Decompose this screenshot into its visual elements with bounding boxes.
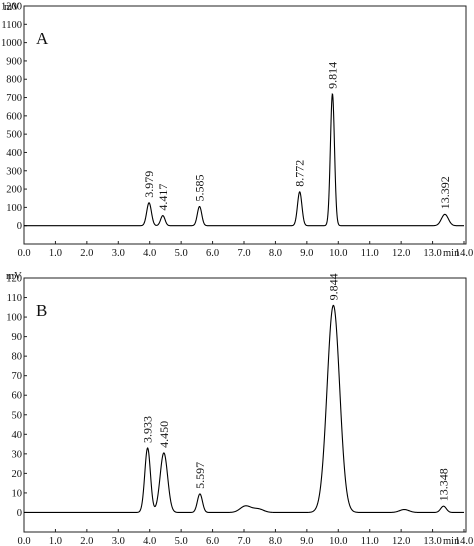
x-tick-label: 9.0 bbox=[300, 248, 313, 259]
peak-retention-time-label: 3.933 bbox=[141, 416, 155, 443]
y-tick-label: 30 bbox=[12, 449, 23, 460]
y-tick-label: 900 bbox=[6, 56, 22, 67]
peak-retention-time-label: 4.417 bbox=[156, 184, 170, 211]
x-tick-label: 9.0 bbox=[300, 536, 313, 546]
peak-retention-time-label: 4.450 bbox=[157, 421, 171, 448]
x-tick-label: 14.0 bbox=[455, 248, 473, 259]
x-tick-label: 8.0 bbox=[269, 248, 282, 259]
y-tick-label: 20 bbox=[12, 469, 23, 480]
peak-retention-time-label: 3.979 bbox=[142, 171, 156, 198]
y-tick-label: 70 bbox=[12, 371, 23, 382]
y-tick-label: 700 bbox=[6, 93, 22, 104]
plot-frame bbox=[23, 5, 467, 245]
y-unit-label: mV bbox=[4, 2, 20, 13]
chromatogram-panel-a: 0 100 200 300 400 500 600 700 800 900 1000 1100 1200… bbox=[1, 2, 473, 260]
y-tick-label: 90 bbox=[12, 332, 23, 343]
x-tick-label: 2.0 bbox=[80, 536, 93, 546]
plot-frame bbox=[23, 277, 467, 533]
y-tick-label: 1100 bbox=[1, 20, 22, 31]
x-tick-label: 7.0 bbox=[237, 536, 250, 546]
peak-retention-time-label: 5.585 bbox=[193, 175, 207, 202]
x-tick-label: 13.0 bbox=[423, 248, 441, 259]
peak-retention-time-label: 9.814 bbox=[325, 62, 339, 89]
x-tick-label: 0.0 bbox=[17, 536, 30, 546]
y-tick-label: 40 bbox=[12, 430, 23, 441]
y-tick-label: 100 bbox=[6, 313, 22, 324]
x-unit-label: min bbox=[443, 248, 460, 259]
panel-label: A bbox=[36, 29, 49, 48]
x-tick-label: 2.0 bbox=[80, 248, 93, 259]
x-tick-label: 14.0 bbox=[455, 536, 473, 546]
y-tick-label: 60 bbox=[12, 391, 23, 402]
x-tick-label: 4.0 bbox=[143, 248, 156, 259]
y-tick-label: 100 bbox=[6, 203, 22, 214]
x-tick-label: 3.0 bbox=[112, 248, 125, 259]
y-tick-label: 10 bbox=[12, 488, 23, 499]
y-tick-label: 1000 bbox=[1, 38, 22, 49]
x-unit-label: min bbox=[443, 536, 460, 546]
x-tick-label: 11.0 bbox=[361, 248, 379, 259]
x-tick-label: 11.0 bbox=[361, 536, 379, 546]
x-tick-label: 7.0 bbox=[237, 248, 250, 259]
peak-retention-time-label: 13.348 bbox=[437, 468, 451, 501]
x-tick-label: 12.0 bbox=[392, 536, 410, 546]
x-tick-label: 1.0 bbox=[49, 248, 62, 259]
peak-retention-time-label: 13.392 bbox=[438, 176, 452, 209]
x-tick-label: 4.0 bbox=[143, 536, 156, 546]
y-tick-label: 110 bbox=[7, 293, 22, 304]
peak-retention-time-label: 5.597 bbox=[193, 462, 207, 489]
x-tick-label: 6.0 bbox=[206, 248, 219, 259]
chromatogram-panel-b: 0 10 20 30 40 50 60 70 80 90 100 110 120 0.0 1.0 2.0 3.0… bbox=[6, 271, 473, 546]
x-tick-label: 12.0 bbox=[392, 248, 410, 259]
x-tick-label: 10.0 bbox=[329, 536, 347, 546]
y-tick-label: 800 bbox=[6, 75, 22, 86]
panel-label: B bbox=[36, 301, 47, 320]
chromatogram-trace bbox=[24, 304, 464, 514]
x-tick-label: 10.0 bbox=[329, 248, 347, 259]
x-tick-label: 0.0 bbox=[17, 248, 30, 259]
x-tick-label: 1.0 bbox=[49, 536, 62, 546]
y-tick-label: 500 bbox=[6, 130, 22, 141]
y-tick-label: 120 bbox=[6, 274, 22, 285]
x-tick-label: 8.0 bbox=[269, 536, 282, 546]
x-tick-label: 3.0 bbox=[112, 536, 125, 546]
y-tick-label: 600 bbox=[6, 111, 22, 122]
x-tick-label: 5.0 bbox=[175, 248, 188, 259]
y-tick-label: 1200 bbox=[1, 2, 22, 13]
peak-retention-time-label: 8.772 bbox=[293, 160, 307, 187]
y-unit-label: mV bbox=[6, 271, 22, 282]
y-tick-label: 300 bbox=[6, 166, 22, 177]
y-tick-label: 400 bbox=[6, 148, 22, 159]
x-tick-label: 6.0 bbox=[206, 536, 219, 546]
x-tick-label: 5.0 bbox=[175, 536, 188, 546]
y-tick-label: 80 bbox=[12, 352, 23, 363]
y-tick-label: 0 bbox=[17, 508, 22, 519]
y-tick-label: 200 bbox=[6, 185, 22, 196]
y-tick-label: 0 bbox=[17, 221, 22, 232]
peak-retention-time-label: 9.844 bbox=[326, 273, 340, 300]
x-tick-label: 13.0 bbox=[423, 536, 441, 546]
chromatogram-trace bbox=[24, 92, 464, 227]
y-tick-label: 50 bbox=[12, 410, 23, 421]
